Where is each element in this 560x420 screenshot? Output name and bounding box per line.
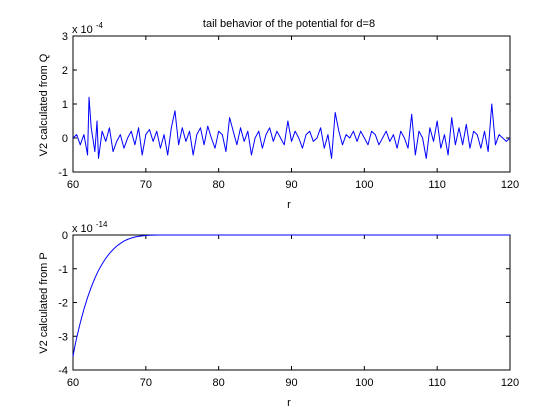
plot-frame — [72, 234, 511, 371]
y-scale-factor: x 10 -4 — [72, 21, 104, 36]
x-tick-label: 80 — [213, 377, 225, 389]
plot-area: 60 70 80 90 100 110 120 -1 0 1 2 3 — [58, 31, 519, 191]
x-tick-label: 110 — [428, 377, 446, 389]
y-scale-factor: x 10 -14 — [72, 220, 108, 235]
y-axis-label: V2 calculated from P — [38, 252, 50, 354]
x-tick-label: 100 — [355, 377, 373, 389]
y-tick-label: -2 — [58, 298, 68, 310]
y-tick-label: 2 — [62, 65, 68, 77]
chart-title: tail behavior of the potential for d=8 — [203, 18, 375, 30]
x-tick-label: 70 — [140, 179, 152, 191]
y-tick-label: -1 — [58, 264, 68, 276]
y-scale-exponent: -4 — [96, 21, 104, 30]
y-tick-label: 1 — [62, 99, 68, 111]
y-scale-exponent: -14 — [96, 220, 108, 229]
x-tick-label: 110 — [428, 179, 446, 191]
series-line — [72, 96, 511, 159]
x-axis-label: r — [287, 397, 291, 409]
chart-top: tail behavior of the potential for d=8 x… — [38, 18, 519, 211]
y-scale-label: x 10 — [72, 223, 93, 235]
y-tick-label: -1 — [58, 167, 68, 179]
x-tick-label: 120 — [501, 179, 519, 191]
y-tick-label: -4 — [58, 365, 68, 377]
x-tick-label: 100 — [355, 179, 373, 191]
x-tick-label: 90 — [285, 179, 297, 191]
plot-frame — [72, 35, 511, 173]
x-axis-label: r — [287, 199, 291, 211]
chart-bottom: x 10 -14 60 70 80 90 100 110 120 -4 -3 -2 -1 0 r V2… — [38, 220, 519, 409]
y-scale-label: x 10 — [72, 24, 93, 36]
x-tick-label: 70 — [140, 377, 152, 389]
x-tick-label: 80 — [213, 179, 225, 191]
x-tick-label: 60 — [67, 179, 79, 191]
plot-area: 60 70 80 90 100 110 120 -4 -3 -2 -1 0 — [58, 230, 519, 389]
x-tick-label: 90 — [285, 377, 297, 389]
y-axis-label: V2 calculated from Q — [38, 53, 50, 156]
y-tick-label: -3 — [58, 331, 68, 343]
y-tick-label: 0 — [62, 230, 68, 242]
series-line — [72, 234, 510, 357]
y-tick-label: 0 — [62, 133, 68, 145]
x-tick-label: 60 — [67, 377, 79, 389]
x-tick-label: 120 — [501, 377, 519, 389]
y-tick-label: 3 — [62, 31, 68, 43]
